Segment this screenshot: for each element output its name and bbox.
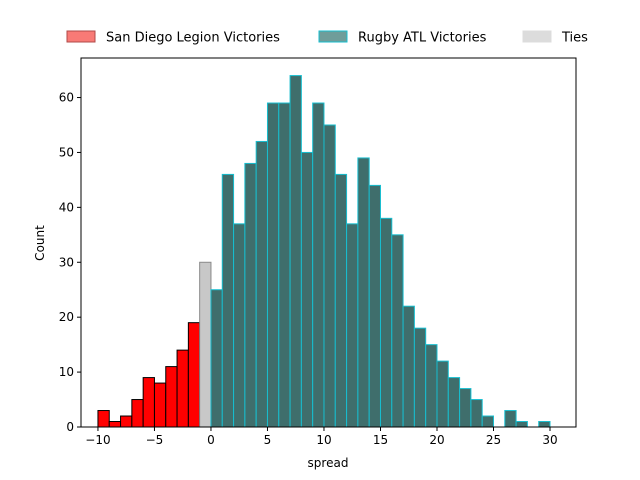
bar-series0-bin1 <box>108 421 122 428</box>
x-tick-label-0: −10 <box>85 433 110 447</box>
legend-swatch-2 <box>522 30 552 43</box>
bar-series2-bin2 <box>233 223 246 428</box>
bar-series0-bin3 <box>131 399 144 428</box>
plot-frame <box>80 57 577 428</box>
y-tick-label-2: 20 <box>59 310 74 324</box>
x-axis: −10 −5 0 5 10 15 20 25 30 <box>85 427 558 447</box>
x-tick-label-1: −5 <box>146 433 164 447</box>
x-axis-label: spread <box>308 456 349 470</box>
bar-series0-bin2 <box>120 415 133 428</box>
bar-series2-bin24 <box>481 415 495 428</box>
bar-series2-bin26 <box>504 410 517 428</box>
bar-series0-bin7 <box>176 349 189 428</box>
x-tick-label-8: 30 <box>542 433 557 447</box>
bar-series0-bin0 <box>97 410 110 428</box>
bar-series0-bin4 <box>142 377 155 428</box>
bar-series2-bin4 <box>255 140 268 428</box>
bar-series2-bin27 <box>515 421 528 428</box>
bar-series2-bin11 <box>334 173 348 428</box>
bar-series2-bin9 <box>312 102 325 428</box>
y-tick-label-4: 40 <box>59 200 74 214</box>
y-tick-label-3: 30 <box>59 255 74 269</box>
bar-series2-bin18 <box>413 327 427 428</box>
y-tick-label-6: 60 <box>59 91 74 105</box>
legend-label-2: Ties <box>561 31 588 46</box>
bar-series0-bin6 <box>165 366 178 428</box>
x-tick-label-5: 15 <box>373 433 388 447</box>
y-tick-label-5: 50 <box>59 145 74 159</box>
legend-label-0: San Diego Legion Victories <box>106 31 280 46</box>
legend: San Diego Legion Victories Rugby ATL Vict… <box>66 30 588 46</box>
bar-series2-bin1 <box>221 173 235 428</box>
bar-series2-bin13 <box>357 157 370 428</box>
y-axis-label: Count <box>33 225 47 261</box>
bar-series2-bin10 <box>323 124 336 428</box>
bar-series2-bin20 <box>436 360 449 428</box>
y-axis: 0 10 20 30 40 50 60 <box>59 91 81 434</box>
bar-series0-bin5 <box>153 382 167 428</box>
legend-label-1: Rugby ATL Victories <box>358 31 487 46</box>
bar-series2-bin19 <box>425 344 438 428</box>
bar-series1-bin0 <box>199 261 212 428</box>
bar-series2-bin0 <box>210 289 223 428</box>
bar-series2-bin29 <box>538 421 551 428</box>
y-tick-label-1: 10 <box>59 365 74 379</box>
bar-series2-bin6 <box>278 102 291 428</box>
legend-swatch-0 <box>66 30 96 43</box>
x-tick-label-4: 10 <box>316 433 331 447</box>
bar-series2-bin8 <box>300 151 314 428</box>
bars <box>97 75 551 428</box>
x-tick-label-6: 20 <box>429 433 444 447</box>
bar-series2-bin14 <box>368 184 381 428</box>
bar-series2-bin21 <box>447 377 461 428</box>
bar-series2-bin3 <box>244 162 257 428</box>
x-tick-label-2: 0 <box>207 433 215 447</box>
bar-series2-bin22 <box>459 388 472 428</box>
bar-series0-bin8 <box>187 322 201 428</box>
bar-series2-bin23 <box>470 399 483 428</box>
bar-series2-bin12 <box>346 223 359 428</box>
x-tick-label-7: 25 <box>486 433 501 447</box>
bar-series2-bin7 <box>289 75 302 428</box>
bar-series2-bin16 <box>391 234 404 428</box>
y-tick-label-0: 0 <box>66 420 74 434</box>
bar-series2-bin5 <box>266 102 280 428</box>
bar-series2-bin17 <box>402 305 415 428</box>
bar-series2-bin15 <box>379 217 393 428</box>
legend-swatch-1 <box>318 30 348 43</box>
x-tick-label-3: 5 <box>264 433 272 447</box>
